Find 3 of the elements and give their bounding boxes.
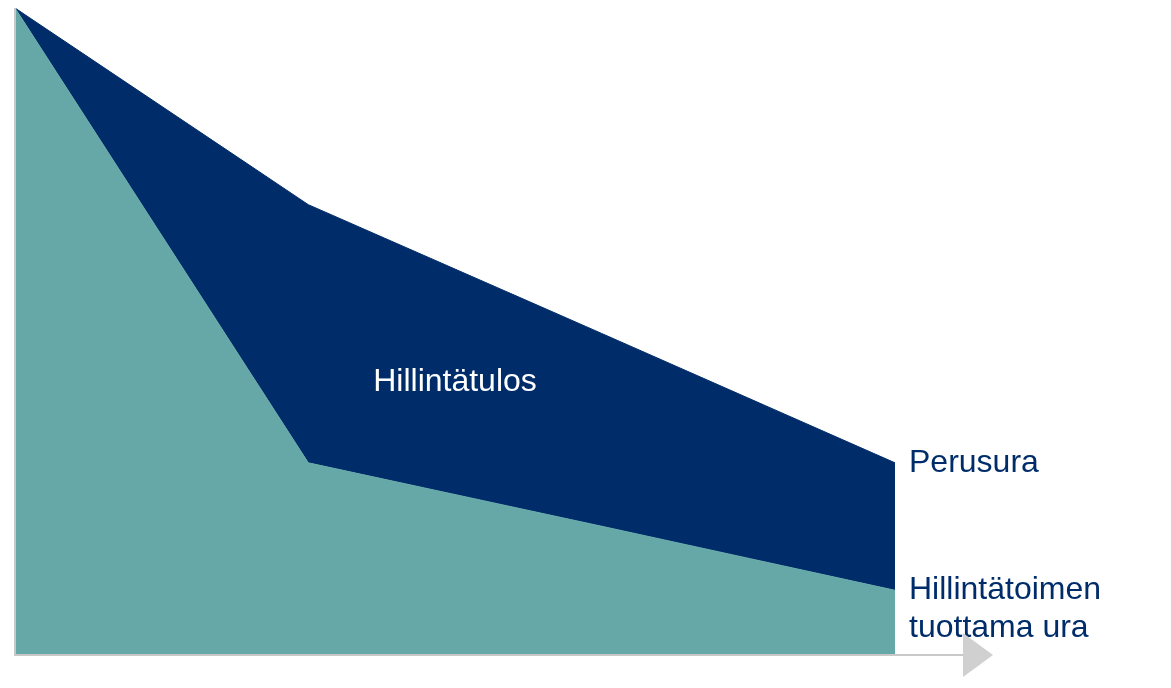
series-label: Hillintätoimen tuottama ura bbox=[909, 570, 1102, 645]
annotation: Hillintätulos bbox=[373, 361, 537, 398]
series-label: Perusura bbox=[909, 442, 1040, 479]
